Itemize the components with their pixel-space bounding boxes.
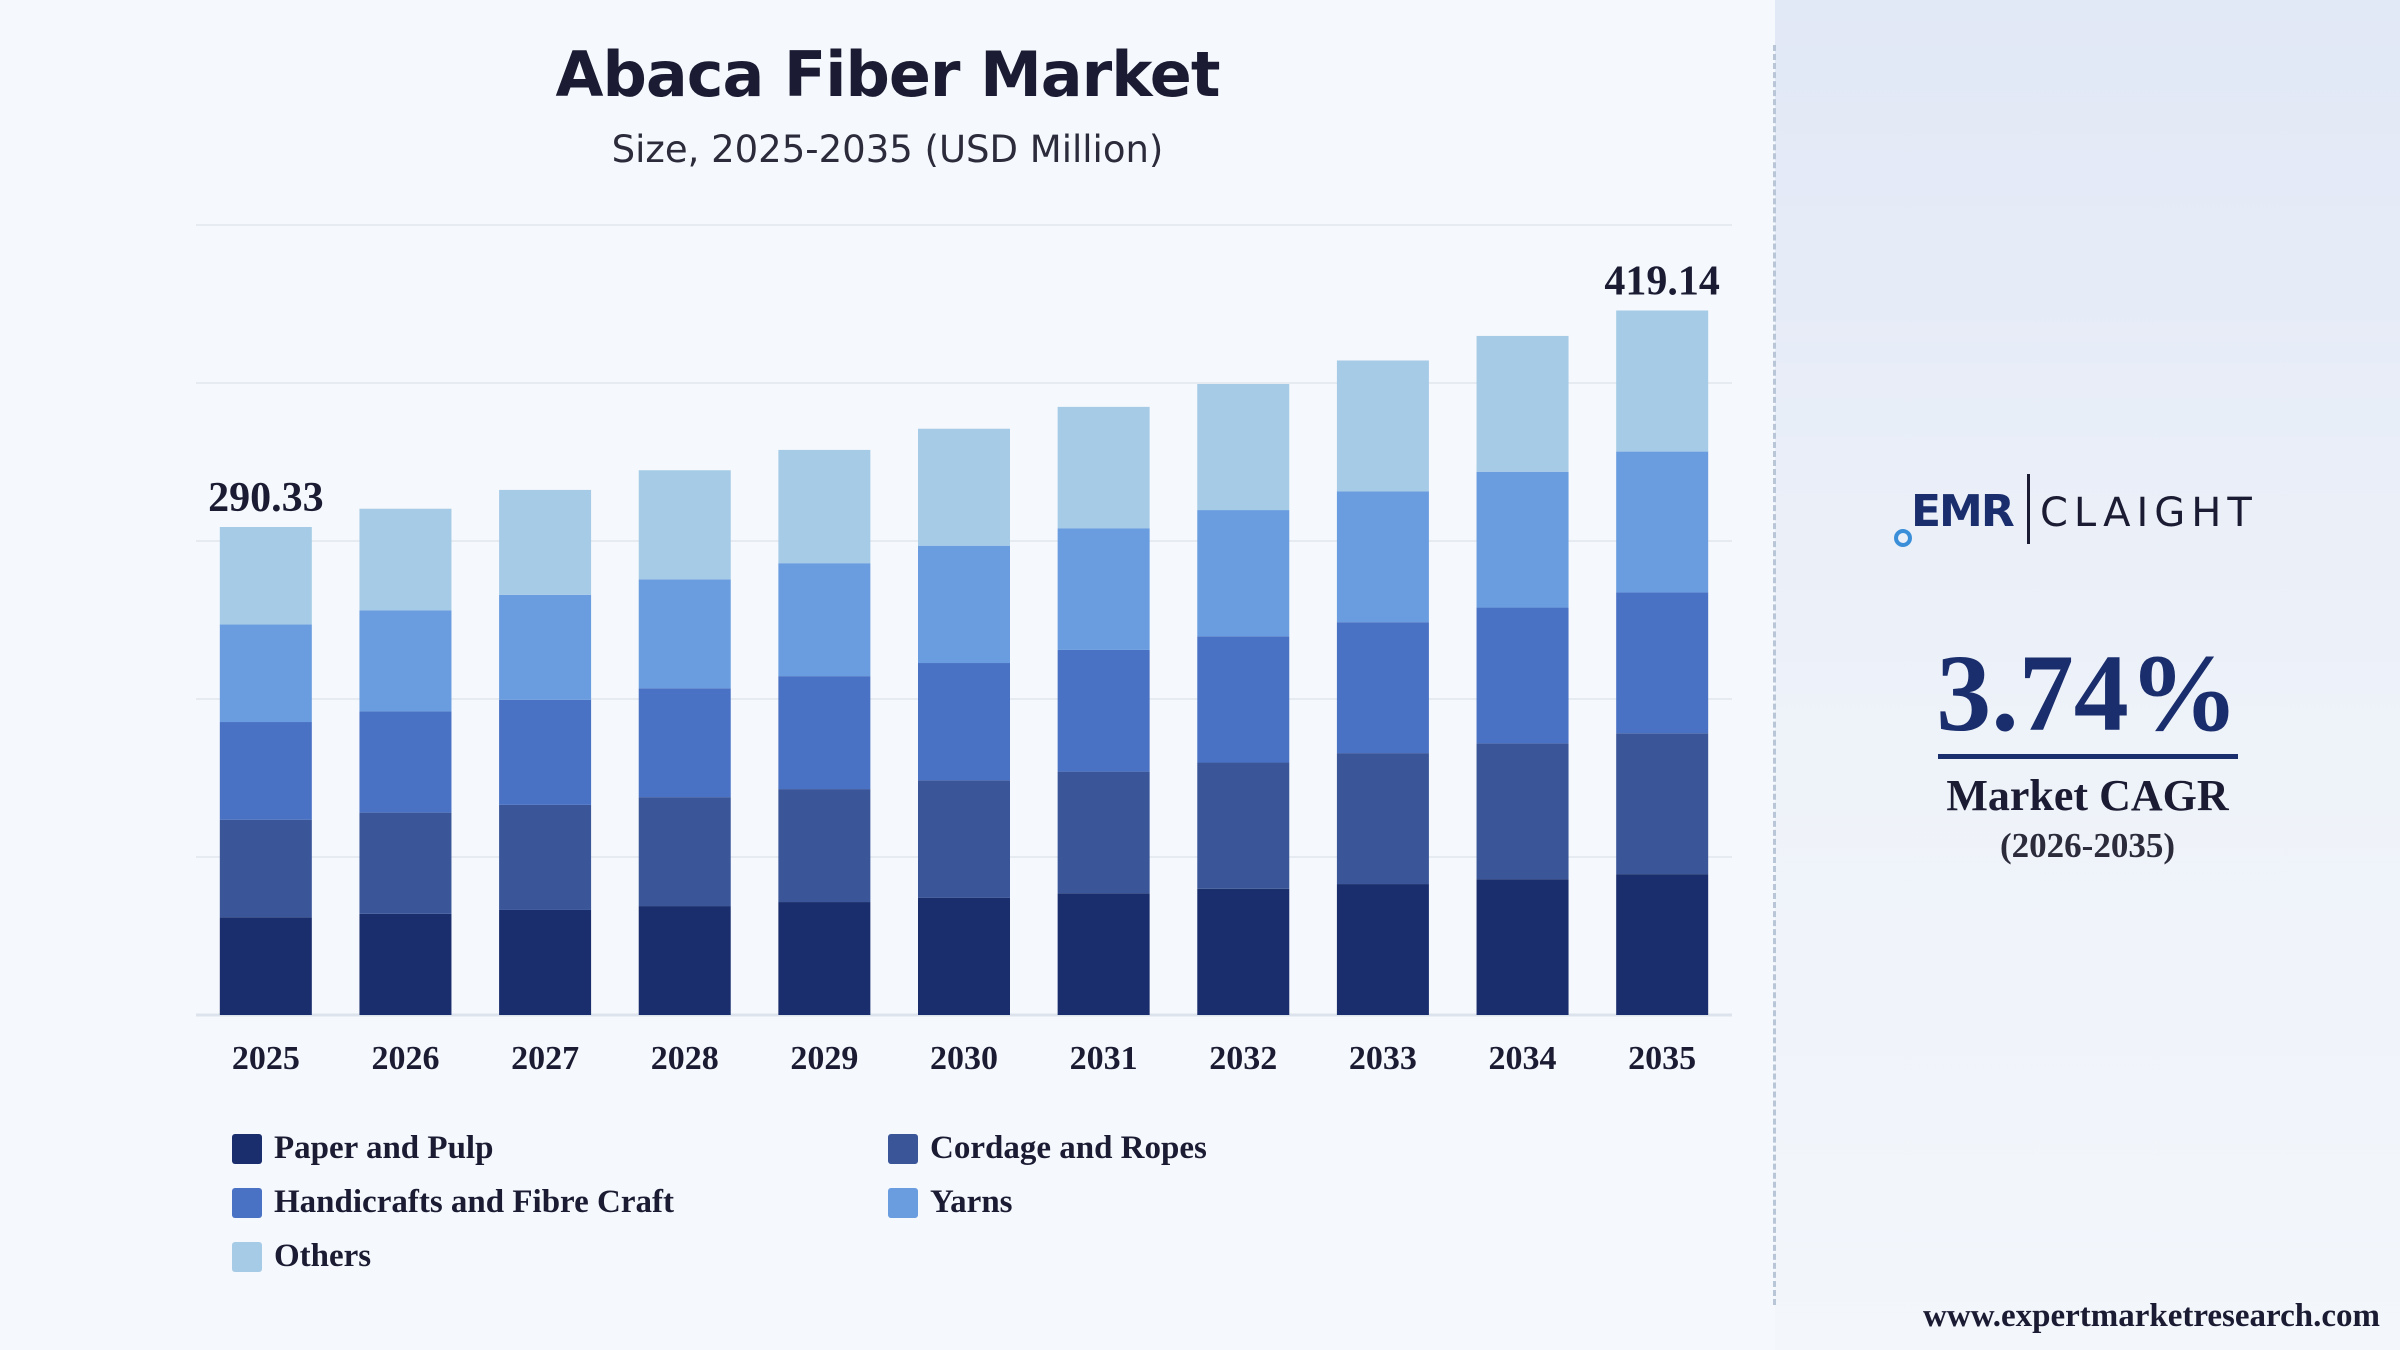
logo-mark-icon (1894, 529, 1912, 547)
bar-segment-others (1336, 360, 1429, 492)
bar-segment-paper-and-pulp (1476, 879, 1569, 1015)
legend-item: Yarns (888, 1184, 1013, 1221)
legend-swatch (888, 1187, 918, 1218)
bar-segment-yarns (499, 594, 592, 700)
x-tick-label: 2029 (790, 1040, 858, 1077)
legend-item: Cordage and Ropes (888, 1130, 1207, 1167)
bar-segment-yarns (1197, 510, 1290, 637)
bar-segment-paper-and-pulp (918, 897, 1010, 1015)
x-tick-label: 2035 (1628, 1040, 1696, 1077)
bar-segment-yarns (918, 545, 1010, 664)
legend-swatch (888, 1133, 918, 1164)
legend-label: Paper and Pulp (274, 1130, 494, 1166)
bar-segment-yarns (638, 579, 731, 689)
bar-segment-paper-and-pulp (1197, 888, 1290, 1015)
logo-separator (2027, 474, 2030, 544)
bar-segment-handicrafts-and-fibre-craft (778, 676, 871, 790)
bar-segment-handicrafts-and-fibre-craft (918, 663, 1010, 781)
legend-item: Handicrafts and Fibre Craft (232, 1184, 674, 1221)
bar-segment-paper-and-pulp (359, 913, 452, 1015)
data-label: 290.33 (208, 475, 324, 521)
bar-segment-others (638, 470, 731, 580)
bar-segment-others (1476, 335, 1569, 472)
bar-segment-paper-and-pulp (1057, 893, 1150, 1015)
bar-segment-handicrafts-and-fibre-craft (499, 699, 592, 805)
bar-segment-yarns (1476, 471, 1569, 608)
bar-segment-cordage-and-ropes (1616, 733, 1709, 875)
bar-segment-paper-and-pulp (219, 917, 312, 1015)
website-url: www.expertmarketresearch.com (1923, 1298, 2380, 1334)
cagr-label: Market CAGR (1946, 771, 2229, 820)
bar-segment-handicrafts-and-fibre-craft (1616, 592, 1709, 734)
x-tick-label: 2033 (1349, 1040, 1417, 1077)
bar-segment-yarns (1336, 491, 1429, 623)
bar-segment-yarns (1057, 528, 1150, 650)
bar-segment-paper-and-pulp (1616, 874, 1709, 1015)
legend-label: Others (274, 1238, 372, 1274)
x-tick-label: 2025 (232, 1040, 300, 1077)
bar-segment-cordage-and-ropes (499, 804, 592, 910)
bar-segment-handicrafts-and-fibre-craft (1476, 607, 1569, 744)
x-tick-label: 2030 (930, 1040, 998, 1077)
legend-item: Paper and Pulp (232, 1130, 493, 1167)
bar-segment-yarns (359, 610, 452, 712)
bar-segment-handicrafts-and-fibre-craft (1197, 636, 1290, 763)
bar-segment-others (1057, 406, 1150, 529)
bar-segment-yarns (219, 624, 312, 723)
bar-segment-yarns (778, 563, 871, 677)
bar-segment-cordage-and-ropes (219, 819, 312, 918)
summary-panel (1775, 0, 2400, 1350)
cagr-value: 3.74% (1936, 632, 2239, 754)
bar-segment-yarns (1616, 451, 1709, 593)
chart-title: Abaca Fiber Market (555, 38, 1221, 111)
x-tick-label: 2027 (511, 1040, 579, 1077)
bar-segment-others (1616, 310, 1709, 452)
bar-segment-others (918, 428, 1010, 546)
legend-item: Others (232, 1238, 371, 1275)
x-tick-label: 2028 (651, 1040, 719, 1077)
bar-segment-paper-and-pulp (499, 909, 592, 1015)
bar-segment-others (219, 526, 312, 625)
bar-segment-cordage-and-ropes (1057, 771, 1150, 894)
x-tick-label: 2031 (1070, 1040, 1138, 1077)
bar-segment-others (359, 508, 452, 611)
logo-claight-text: CLAIGHT (2040, 490, 2258, 536)
logo-emr-text: EMR (1911, 486, 2015, 537)
legend-swatch (232, 1241, 262, 1272)
bar-segment-handicrafts-and-fibre-craft (359, 711, 452, 813)
bar-segment-paper-and-pulp (1336, 884, 1429, 1015)
bar-segment-others (778, 449, 871, 564)
panel-divider (1773, 45, 1776, 1305)
bar-segment-handicrafts-and-fibre-craft (1336, 622, 1429, 754)
bar-segment-cordage-and-ropes (359, 812, 452, 914)
bar-segment-paper-and-pulp (778, 902, 871, 1015)
bar-segment-others (1197, 384, 1290, 511)
bar-segment-cordage-and-ropes (638, 797, 731, 907)
legend-label: Yarns (930, 1184, 1013, 1220)
legend-label: Handicrafts and Fibre Craft (274, 1184, 674, 1220)
bar-segment-paper-and-pulp (638, 906, 731, 1015)
bar-segment-cordage-and-ropes (918, 780, 1010, 898)
x-tick-label: 2026 (371, 1040, 439, 1077)
company-logo: EMR CLAIGHT (1893, 468, 2293, 558)
legend-swatch (232, 1133, 262, 1164)
bar-segment-handicrafts-and-fibre-craft (638, 688, 731, 798)
chart-legend: Paper and Pulp Cordage and Ropes Handicraf… (232, 1130, 1332, 1290)
stacked-bar-chart: 2025 2026 2027 2028 2029 2030 2031 2032 2033 2034… (196, 224, 1732, 1077)
bar-segment-cordage-and-ropes (1197, 762, 1290, 889)
cagr-period: (2026-2035) (2000, 826, 2175, 865)
bar-segment-cordage-and-ropes (1336, 753, 1429, 885)
bar-segment-others (499, 489, 592, 595)
bar-segment-handicrafts-and-fibre-craft (219, 722, 312, 820)
bar-segment-cordage-and-ropes (1476, 743, 1569, 880)
x-tick-label: 2034 (1489, 1040, 1557, 1077)
x-tick-label: 2032 (1209, 1040, 1277, 1077)
bar-segment-cordage-and-ropes (778, 789, 871, 903)
data-label: 419.14 (1604, 258, 1720, 304)
chart-subtitle: Size, 2025-2035 (USD Million) (611, 128, 1164, 171)
legend-label: Cordage and Ropes (930, 1130, 1207, 1166)
legend-swatch (232, 1187, 262, 1218)
cagr-underline (1938, 754, 2238, 759)
bar-segment-handicrafts-and-fibre-craft (1057, 649, 1150, 772)
